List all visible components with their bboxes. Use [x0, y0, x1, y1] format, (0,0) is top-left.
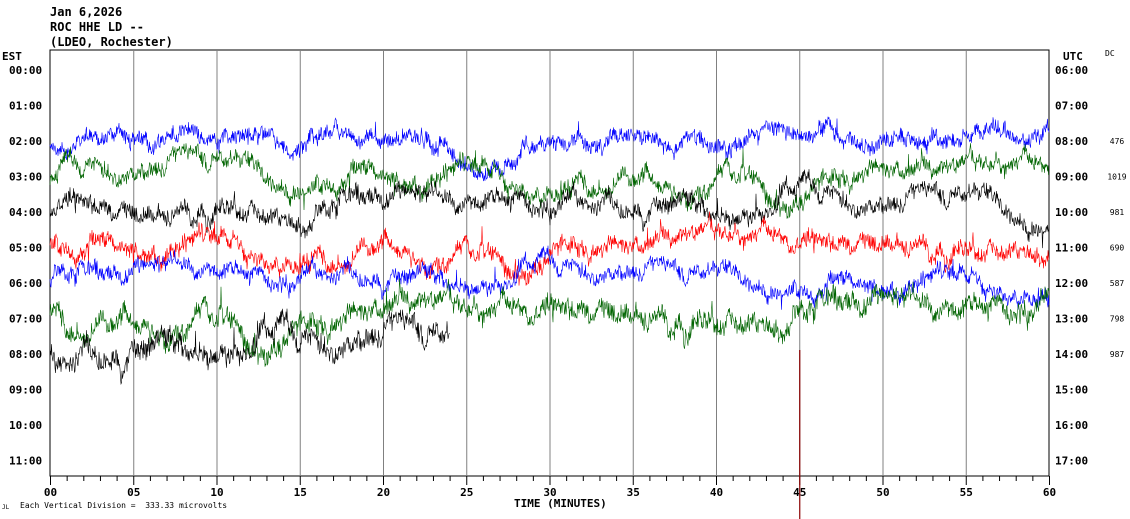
est-hour-label: 07:00 — [9, 313, 42, 326]
utc-hour-label: 11:00 — [1055, 242, 1088, 255]
est-hour-label: 06:00 — [9, 277, 42, 290]
dc-offset-value: 587 — [1110, 279, 1125, 288]
utc-hour-label: 07:00 — [1055, 100, 1088, 113]
est-hour-label: 05:00 — [9, 242, 42, 255]
utc-hour-label: 14:00 — [1055, 348, 1088, 361]
dc-offset-value: 690 — [1110, 244, 1125, 253]
dc-offset-value: 476 — [1110, 137, 1125, 146]
seismic-trace — [49, 116, 1050, 182]
right-timezone-label: UTC — [1063, 50, 1083, 63]
dc-offset-value: 981 — [1110, 208, 1125, 217]
x-axis-title: TIME (MINUTES) — [514, 497, 607, 510]
utc-hour-label: 06:00 — [1055, 64, 1088, 77]
x-tick-label: 15 — [294, 486, 307, 499]
seismic-trace — [49, 308, 450, 386]
utc-hour-label: 17:00 — [1055, 455, 1088, 468]
est-hour-label: 10:00 — [9, 419, 42, 432]
dc-offset-value: 987 — [1110, 350, 1125, 359]
utc-hour-label: 09:00 — [1055, 171, 1088, 184]
x-tick-label: 25 — [460, 486, 473, 499]
est-hour-label: 02:00 — [9, 135, 42, 148]
x-tick-label: 35 — [627, 486, 640, 499]
est-hour-label: 03:00 — [9, 171, 42, 184]
seismic-trace — [49, 245, 1050, 310]
dc-offset-value: 798 — [1110, 315, 1125, 324]
header-station: ROC HHE LD -- — [50, 20, 144, 34]
dc-label: DC — [1105, 49, 1115, 58]
x-tick-label: 10 — [210, 486, 223, 499]
utc-hour-label: 15:00 — [1055, 384, 1088, 397]
est-hour-label: 01:00 — [9, 100, 42, 113]
x-tick-label: 55 — [960, 486, 973, 499]
corner-mark: JL — [2, 504, 10, 511]
seismic-trace — [49, 143, 1050, 219]
header-date: Jan 6,2026 — [50, 5, 123, 19]
seismic-trace — [49, 211, 1050, 286]
utc-hour-label: 13:00 — [1055, 313, 1088, 326]
x-tick-label: 40 — [710, 486, 723, 499]
dc-offset-value: 1019 — [1107, 173, 1126, 182]
x-tick-label: 30 — [543, 486, 556, 499]
est-hour-label: 00:00 — [9, 64, 42, 77]
x-tick-label: 50 — [876, 486, 889, 499]
seismic-trace — [49, 278, 1050, 367]
utc-hour-label: 16:00 — [1055, 419, 1088, 432]
est-hour-label: 04:00 — [9, 206, 42, 219]
utc-hour-label: 10:00 — [1055, 206, 1088, 219]
footer-scale-note: Each Vertical Division = 333.33 microvol… — [20, 501, 228, 510]
est-hour-label: 11:00 — [9, 455, 42, 468]
est-hour-label: 08:00 — [9, 348, 42, 361]
header-network: (LDEO, Rochester) — [50, 35, 173, 49]
est-hour-label: 09:00 — [9, 384, 42, 397]
utc-hour-label: 12:00 — [1055, 277, 1088, 290]
x-tick-label: 05 — [127, 486, 140, 499]
x-tick-label: 00 — [44, 486, 57, 499]
left-timezone-label: EST — [2, 50, 22, 63]
x-tick-label: 20 — [377, 486, 390, 499]
x-tick-label: 60 — [1043, 486, 1056, 499]
seismic-trace — [49, 169, 1050, 249]
utc-hour-label: 08:00 — [1055, 135, 1088, 148]
